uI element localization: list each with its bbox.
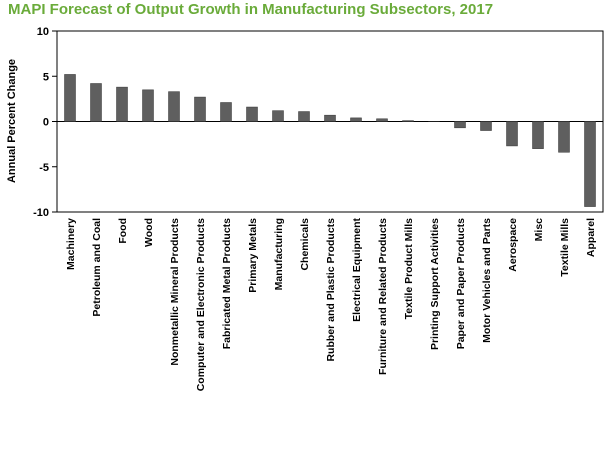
category-label: Primary Metals bbox=[247, 218, 259, 293]
bar bbox=[168, 91, 180, 122]
category-label: Petroleum and Coal bbox=[91, 218, 103, 317]
bar bbox=[220, 102, 232, 122]
category-label: Misc bbox=[533, 218, 545, 242]
bar bbox=[194, 96, 206, 122]
bar-series bbox=[64, 74, 596, 207]
category-label: Machinery bbox=[65, 218, 77, 270]
category-label: Rubber and Plastic Products bbox=[325, 218, 337, 362]
y-tick-label: -5 bbox=[39, 162, 49, 174]
bar bbox=[142, 89, 154, 122]
bar bbox=[402, 120, 414, 122]
category-label: Chemicals bbox=[299, 218, 311, 271]
category-label: Textile Mills bbox=[559, 218, 571, 277]
category-label: Motor Vehicles and Parts bbox=[481, 218, 493, 343]
bar bbox=[90, 83, 102, 122]
y-tick-label: -10 bbox=[33, 207, 49, 219]
y-tick-label: 0 bbox=[43, 117, 49, 129]
bar bbox=[376, 118, 388, 122]
bar bbox=[454, 121, 466, 129]
category-label: Aerospace bbox=[507, 218, 519, 272]
bar bbox=[324, 114, 336, 122]
y-tick-label: 5 bbox=[43, 71, 49, 83]
bar bbox=[584, 121, 596, 207]
chart-title: MAPI Forecast of Output Growth in Manufa… bbox=[8, 1, 494, 18]
category-labels: Machinery Petroleum and Coal Food Wood Nonme… bbox=[65, 218, 597, 392]
y-tick-label: 10 bbox=[37, 26, 49, 38]
category-label: Manufacturing bbox=[273, 218, 285, 290]
category-label: Furniture and Related Products bbox=[377, 218, 389, 375]
bar bbox=[64, 74, 76, 122]
category-label: Electrical Equipment bbox=[351, 218, 363, 322]
category-label: Paper and Paper Products bbox=[455, 218, 467, 349]
category-label: Apparel bbox=[585, 218, 597, 257]
category-label: Wood bbox=[143, 218, 155, 247]
category-label: Food bbox=[117, 218, 129, 244]
y-axis-title: Annual Percent Change bbox=[6, 59, 18, 183]
category-label: Computer and Electronic Products bbox=[195, 218, 207, 391]
bar bbox=[116, 86, 128, 122]
bar bbox=[558, 121, 570, 153]
category-label: Fabricated Metal Products bbox=[221, 218, 233, 349]
bar bbox=[480, 121, 492, 131]
bar bbox=[532, 121, 544, 149]
category-label: Textile Product Mills bbox=[403, 218, 415, 319]
bar bbox=[272, 110, 284, 122]
y-axis-ticks: -10 -5 0 5 10 bbox=[33, 26, 57, 219]
bar bbox=[506, 121, 518, 147]
category-label: Printing Support Activities bbox=[429, 218, 441, 350]
category-label: Nonmetallic Mineral Products bbox=[169, 218, 181, 366]
bar bbox=[246, 106, 258, 122]
bar bbox=[350, 117, 362, 122]
bar bbox=[298, 111, 310, 122]
